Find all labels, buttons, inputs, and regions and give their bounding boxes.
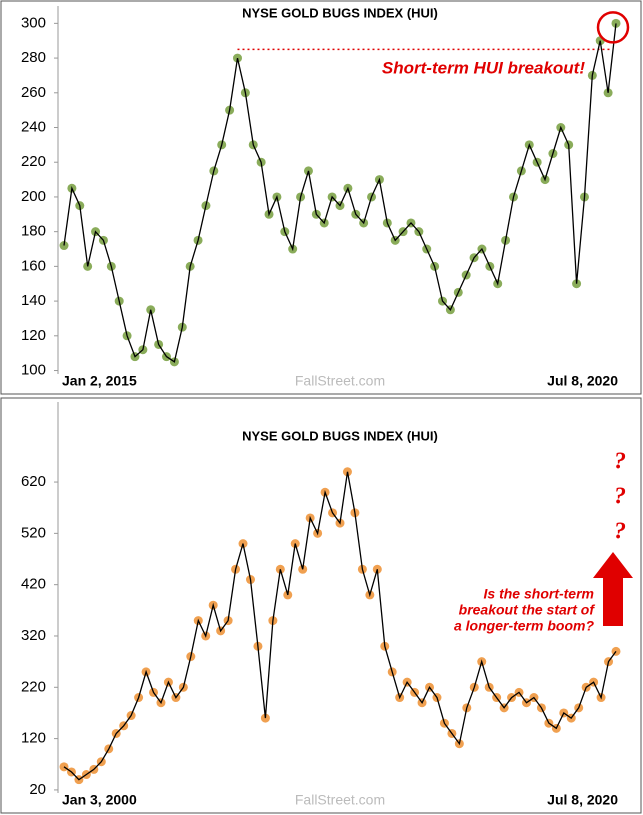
chart-title: NYSE GOLD BUGS INDEX (HUI) xyxy=(242,5,438,20)
y-tick-label: 120 xyxy=(21,730,46,747)
data-point xyxy=(59,241,69,251)
watermark: FallStreet.com xyxy=(295,792,385,808)
y-tick-label: 620 xyxy=(21,473,46,490)
question-mark: ? xyxy=(614,519,626,545)
y-tick-label: 240 xyxy=(21,118,46,135)
chart-title: NYSE GOLD BUGS INDEX (HUI) xyxy=(242,428,438,443)
y-tick-label: 280 xyxy=(21,49,46,66)
y-tick-label: 220 xyxy=(21,153,46,170)
price-line xyxy=(63,471,617,781)
highlight-circle xyxy=(596,11,630,44)
x-tick-label: Jul 8, 2020 xyxy=(547,373,618,389)
y-tick-label: 220 xyxy=(21,678,46,695)
y-tick-label: 200 xyxy=(21,188,46,205)
data-point xyxy=(611,18,621,28)
y-tick-label: 120 xyxy=(21,327,46,344)
arrow-head xyxy=(593,552,633,578)
y-tick-label: 160 xyxy=(21,257,46,274)
panel-frame xyxy=(0,397,642,814)
x-tick-label: Jan 3, 2000 xyxy=(62,792,137,808)
y-tick-label: 140 xyxy=(21,292,46,309)
y-tick-label: 20 xyxy=(29,781,46,798)
annotation: breakout the start of xyxy=(459,602,596,618)
y-tick-label: 320 xyxy=(21,627,46,644)
price-line xyxy=(63,23,617,363)
y-tick-label: 300 xyxy=(21,14,46,31)
arrow xyxy=(593,552,633,626)
watermark: FallStreet.com xyxy=(295,373,385,389)
x-tick-label: Jul 8, 2020 xyxy=(547,792,618,808)
annotation: a longer-term boom? xyxy=(454,618,594,634)
y-tick-label: 180 xyxy=(21,223,46,240)
y-tick-label: 420 xyxy=(21,576,46,593)
question-mark: ? xyxy=(614,449,626,475)
annotation: Short-term HUI breakout! xyxy=(382,58,585,77)
x-tick-label: Jan 2, 2015 xyxy=(62,373,137,389)
panel-frame xyxy=(0,0,642,395)
y-tick-label: 260 xyxy=(21,84,46,101)
y-tick-label: 520 xyxy=(21,524,46,541)
arrow-shaft xyxy=(603,578,623,626)
question-mark: ? xyxy=(614,484,626,510)
data-point xyxy=(611,646,621,656)
annotation: Is the short-term xyxy=(484,586,594,602)
y-tick-label: 100 xyxy=(21,361,46,378)
